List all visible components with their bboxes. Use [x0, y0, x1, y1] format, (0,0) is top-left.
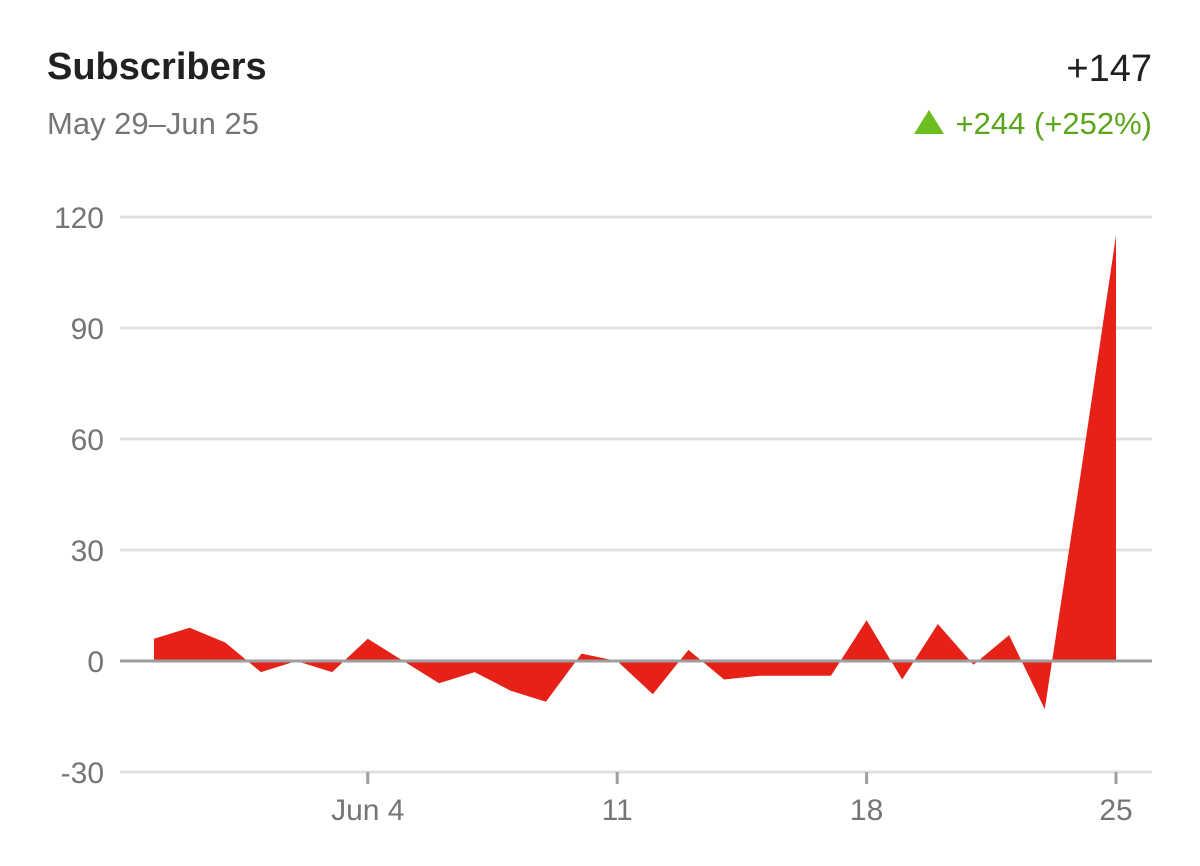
y-tick-label: 120 — [54, 202, 104, 235]
chart-title: Subscribers — [47, 46, 267, 88]
area-series — [154, 235, 1116, 710]
grid-lines — [120, 215, 1152, 774]
x-tick-label: 18 — [850, 794, 883, 827]
up-triangle-icon — [913, 110, 944, 134]
y-tick-label: 30 — [71, 535, 104, 568]
change-indicator: +244 (+252%) — [913, 106, 1152, 142]
x-tick-label: 25 — [1099, 794, 1132, 827]
y-axis-ticks: 120 90 60 30 0 -30 — [54, 202, 104, 790]
y-tick-label: 0 — [87, 646, 104, 679]
total-count: +147 — [1066, 48, 1152, 90]
y-tick-label: -30 — [61, 757, 104, 790]
x-axis-ticks: Jun 4 11 18 25 — [331, 772, 1133, 827]
date-range: May 29–Jun 25 — [47, 106, 259, 141]
x-tick-label: Jun 4 — [331, 794, 404, 827]
y-tick-label: 90 — [71, 313, 104, 346]
change-value: +244 (+252%) — [955, 106, 1152, 141]
y-tick-label: 60 — [71, 424, 104, 457]
x-axis — [120, 659, 1152, 774]
x-tick-label: 11 — [602, 794, 633, 827]
area-fill — [154, 235, 1116, 710]
